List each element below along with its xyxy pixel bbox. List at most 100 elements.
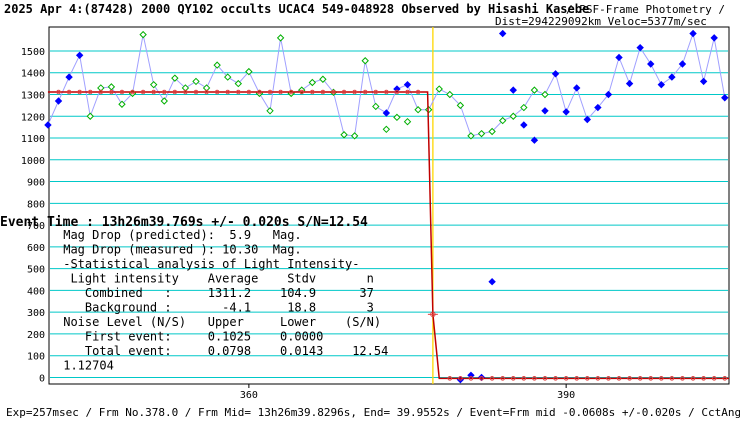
y-tick-label: 1400 [21,69,45,80]
model-marker [109,89,114,95]
data-point [477,129,486,138]
data-point [573,84,581,92]
data-point [509,112,517,120]
data-point [192,77,200,86]
data-point [372,102,380,111]
model-marker [352,89,357,95]
model-marker [405,89,410,95]
model-marker [584,376,590,381]
model-marker [172,89,178,95]
footer-info: Exp=257msec / Frm No.378.0 / Frm Mid= 13… [6,406,740,419]
stats-line: Noise Level (N/S) Upper Lower (S/N) [56,315,381,329]
data-point [520,103,528,112]
model-marker [468,376,474,381]
data-point [54,97,63,105]
model-marker [458,376,463,381]
model-marker [542,376,548,381]
data-point [615,53,623,62]
y-tick-label: 900 [27,178,45,189]
y-tick-label: 100 [27,352,45,363]
model-marker [669,376,675,381]
y-axis-ticks: 0 100 200 300 400 500 600 700 800 900 1000 1100 1200… [21,47,45,385]
statistics-block: Mag Drop (predicted): 5.9 Mag. Mag Drop … [56,228,388,373]
data-point [65,73,73,81]
model-marker [384,89,389,95]
model-marker [500,376,505,381]
model-marker [415,89,421,95]
data-point [710,34,718,42]
y-tick-label: 300 [27,308,45,319]
model-marker [331,89,336,95]
model-marker [637,376,643,381]
y-tick-label: 500 [27,265,45,276]
data-point [403,117,412,126]
model-marker [320,89,326,95]
data-point [340,131,348,139]
model-marker [722,376,728,381]
model-marker [183,89,188,95]
data-point [456,101,465,110]
model-marker [510,376,516,381]
data-point [498,29,507,38]
data-point [414,106,422,114]
stats-line: First event: 0.1025 0.0000 [56,330,323,344]
model-marker [310,89,315,95]
y-tick-label: 800 [27,199,45,210]
x-tick-label: 360 [240,390,258,401]
data-point [488,277,496,286]
data-point [382,125,391,134]
model-marker [627,376,632,381]
model-marker [489,376,495,381]
model-marker [267,89,273,95]
data-point [171,74,179,82]
model-marker [574,376,580,381]
data-point [583,115,591,124]
data-point [467,132,475,140]
y-tick-label: 1100 [21,134,45,145]
model-marker [659,376,664,381]
data-point [118,100,126,108]
y-tick-label: 1500 [21,47,45,58]
model-marker [521,376,527,381]
y-tick-label: 200 [27,330,45,341]
y-tick-label: 700 [27,221,45,232]
event-time-text: Event Time : 13h26m39.769s +/- 0.020s S/… [0,215,368,230]
data-point [361,57,369,65]
grid-lines [50,50,728,378]
model-marker [299,89,305,95]
data-point [530,86,539,94]
data-point [245,67,253,76]
data-point [498,116,507,125]
model-marker [341,89,347,95]
data-point [75,51,84,60]
data-point [276,34,285,42]
y-tick-label: 400 [27,286,45,297]
model-marker [214,89,220,95]
data-point [625,79,634,88]
model-marker [532,376,537,381]
stats-line: Background : -4.1 18.8 3 [56,301,374,315]
model-marker [680,376,685,381]
data-point [403,80,412,89]
model-marker [140,89,146,95]
model-marker [130,89,135,95]
chart-title: 2025 Apr 4:(87428) 2000 QY102 occults UC… [4,2,589,16]
data-point [308,78,317,87]
data-point [604,90,613,99]
y-tick-label: 0 [39,373,45,384]
method-label: / PSF-Frame Photometry / [566,3,725,16]
data-point [139,30,147,39]
data-point [382,109,391,117]
data-point [530,136,539,144]
model-marker [447,376,453,381]
model-fit [47,89,729,381]
data-point [509,86,517,94]
data-point [44,121,52,129]
plot-frame [48,26,730,385]
data-point [551,70,560,78]
data-point [266,107,274,115]
model-marker [257,89,262,95]
x-axis-ticks: 360 390 [240,384,575,401]
data-point [149,80,158,89]
